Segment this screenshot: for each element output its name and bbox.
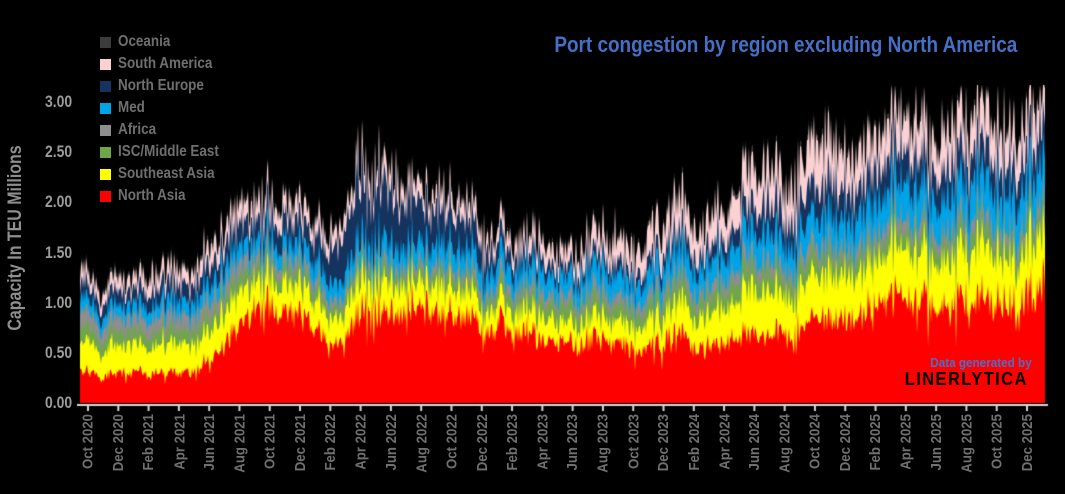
- y-tick-label: 3.00: [44, 92, 72, 111]
- legend-item: North Europe: [100, 75, 238, 97]
- legend-swatch: [100, 36, 111, 48]
- legend-swatch: [100, 102, 111, 114]
- x-tick-label: Dec 2021: [292, 414, 310, 472]
- x-tick-label: Feb 2022: [322, 414, 340, 471]
- legend: Oceania South America North Europe Med Afric…: [100, 31, 238, 207]
- legend-swatch: [100, 146, 111, 158]
- legend-item: Africa: [100, 119, 238, 141]
- legend-label: North Asia: [118, 187, 186, 204]
- legend-label: North Europe: [118, 77, 204, 94]
- y-tick-label: 2.00: [44, 192, 72, 212]
- x-tick-label: Jun 2021: [201, 414, 219, 471]
- x-tick-label: Dec 2020: [110, 414, 128, 472]
- legend-label: ISC/Middle East: [118, 143, 219, 160]
- x-tick-label: Jun 2025: [928, 414, 946, 471]
- y-tick-label: 1.00: [44, 292, 72, 312]
- x-tick-label: Dec 2024: [837, 414, 855, 472]
- y-tick-label: 2.50: [44, 142, 72, 162]
- x-tick-label: Jun 2022: [382, 414, 400, 471]
- x-tick-label: Oct 2025: [988, 414, 1006, 470]
- legend-label: Southeast Asia: [118, 165, 215, 182]
- legend-item: North Asia: [100, 185, 238, 207]
- watermark-generated-by: Data generated by: [930, 355, 1032, 370]
- x-tick-label: Apr 2023: [534, 414, 552, 470]
- x-tick-label: Apr 2025: [897, 414, 915, 470]
- legend-swatch: [100, 58, 111, 70]
- legend-swatch: [100, 168, 111, 180]
- x-tick-label: Oct 2020: [80, 414, 97, 470]
- legend-label: South America: [118, 55, 213, 72]
- legend-label: Oceania: [118, 33, 171, 50]
- x-tick-label: Apr 2022: [352, 414, 370, 470]
- legend-item: South America: [100, 53, 238, 75]
- x-tick-label: Aug 2021: [231, 414, 249, 473]
- x-tick-label: Oct 2023: [625, 414, 643, 470]
- y-tick-label: 0.00: [44, 393, 72, 412]
- x-tick-label: Oct 2022: [443, 414, 461, 470]
- x-tick-label: Dec 2023: [655, 414, 673, 472]
- legend-label: Med: [118, 99, 145, 116]
- x-tick-label: Apr 2024: [716, 414, 734, 470]
- y-axis-title: Capacity In TEU Millions: [5, 145, 26, 331]
- x-tick-label: Dec 2022: [473, 414, 491, 472]
- legend-label: Africa: [118, 121, 157, 138]
- legend-swatch: [100, 124, 111, 136]
- legend-item: Med: [100, 97, 238, 119]
- y-tick-label: 0.50: [44, 342, 72, 362]
- x-tick-label: Oct 2024: [806, 414, 824, 470]
- x-tick-label: Aug 2025: [958, 414, 976, 473]
- y-tick-label: 1.50: [44, 242, 72, 262]
- x-tick-label: Aug 2023: [594, 414, 612, 473]
- x-tick-label: Jun 2023: [564, 414, 582, 471]
- legend-swatch: [100, 80, 111, 92]
- legend-item: ISC/Middle East: [100, 141, 238, 163]
- legend-item: Southeast Asia: [100, 163, 238, 185]
- x-tick-label: Feb 2023: [504, 414, 522, 471]
- chart-title: Port congestion by region excluding Nort…: [554, 31, 1017, 57]
- x-tick-label: Apr 2021: [170, 414, 188, 470]
- watermark-brand: LINERLYTICA: [904, 369, 1028, 389]
- x-tick-label: Dec 2025: [1019, 414, 1036, 472]
- x-tick-label: Feb 2025: [867, 414, 885, 471]
- x-tick-label: Aug 2022: [413, 414, 431, 473]
- x-tick-label: Feb 2024: [685, 414, 703, 471]
- x-tick-label: Oct 2021: [261, 414, 279, 470]
- x-tick-label: Aug 2024: [776, 414, 794, 473]
- legend-swatch: [100, 190, 111, 202]
- x-tick-label: Jun 2024: [746, 414, 764, 471]
- x-tick-label: Feb 2021: [140, 414, 158, 471]
- legend-item: Oceania: [100, 31, 238, 53]
